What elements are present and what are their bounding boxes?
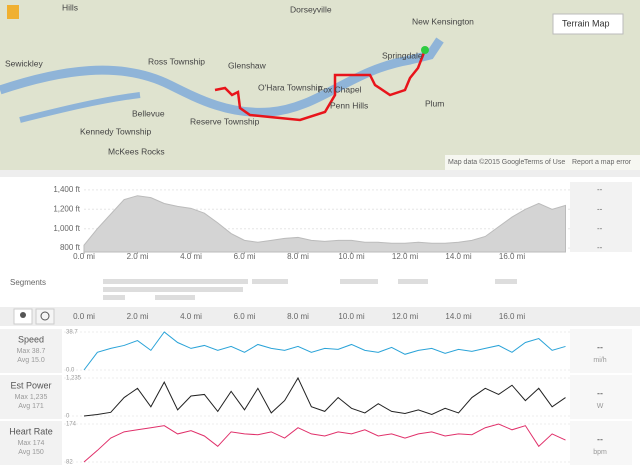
y-tick-label: 0.0 [66,368,75,374]
stream-line [83,376,566,417]
x-tick-label: 6.0 mi [234,252,256,261]
pin-icon [20,312,26,318]
place-label: Springdale [382,50,423,60]
stream-avg: Avg 15.0 [17,357,45,364]
place-label: Dorseyville [290,4,332,14]
place-label: Penn Hills [330,100,368,110]
x-tick-label: 12.0 mi [392,312,418,321]
side-value: -- [597,224,603,233]
map[interactable] [0,0,640,170]
x-tick-label: 6.0 mi [234,312,256,321]
x-tick-label: 0.0 mi [73,312,95,321]
place-label: Plum [425,98,444,108]
stream-name: Est Power [10,380,51,390]
x-tick-label: 16.0 mi [499,312,525,321]
x-tick-label: 2.0 mi [127,312,149,321]
time-toggle[interactable] [35,308,55,325]
place-label: Fox Chapel [318,84,362,94]
x-tick-label: 0.0 mi [73,252,95,261]
chart-label-bg [0,329,62,373]
y-tick-label: 1,200 ft [53,204,80,213]
y-tick-label: 82 [66,460,73,466]
stream-max: Max 1,235 [15,394,48,401]
y-tick-label: 38.7 [66,330,78,336]
x-tick-label: 8.0 mi [287,312,309,321]
stream-unit: mi/h [593,357,606,364]
terrain-map-button[interactable] [552,13,624,35]
stream-current: -- [597,388,603,398]
side-value: -- [597,243,603,252]
chart-label-bg [0,375,62,419]
place-label: Kennedy Township [80,126,151,136]
stream-unit: W [597,403,604,410]
stream-current: -- [597,342,603,352]
stream-current: -- [597,434,603,444]
chart-label-bg [0,421,62,465]
place-label: Glenshaw [228,60,267,70]
stream-avg: Avg 150 [18,449,44,456]
streams-toolbar [0,307,640,326]
side-value: -- [597,185,603,194]
x-tick-label: 8.0 mi [287,252,309,261]
place-label: Reserve Township [190,116,260,126]
button-label: Terrain Map [562,18,610,28]
stream-line [83,423,566,463]
segments-label: Segments [10,278,46,287]
x-tick-label: 14.0 mi [445,312,471,321]
elevation-area [83,195,566,253]
y-tick-label: 1,400 ft [53,185,80,194]
place-label: New Kensington [412,16,474,26]
divider [0,170,640,177]
attribution-bar [445,155,640,170]
start-marker [421,46,429,54]
x-tick-label: 4.0 mi [180,252,202,261]
river [19,92,141,123]
route [214,49,427,122]
side-panel [570,182,632,252]
stream-avg: Avg 171 [18,403,44,410]
stream-name: Heart Rate [9,426,53,436]
place-label: Hills [62,2,78,12]
chart-side-bg [570,329,632,373]
clock-icon [40,311,50,321]
place-label: Ross Township [148,56,205,66]
y-tick-label: 174 [66,422,77,428]
pegman[interactable] [7,5,19,19]
y-tick-label: 0 [66,414,70,420]
stream-max: Max 174 [18,440,45,447]
x-tick-label: 10.0 mi [338,312,364,321]
y-tick-label: 800 ft [60,243,81,252]
attribution: Map data ©2015 Google [448,158,524,166]
x-tick-label: 4.0 mi [180,312,202,321]
side-value: -- [597,204,603,213]
place-label: McKees Rocks [108,146,165,156]
x-tick-label: 2.0 mi [127,252,149,261]
x-tick-label: 14.0 mi [445,252,471,261]
segment-bars [103,279,517,300]
x-tick-label: 16.0 mi [499,252,525,261]
place-label: O'Hara Township [258,82,323,92]
stream-name: Speed [18,334,44,344]
river [0,37,444,117]
place-label: Bellevue [132,108,165,118]
attribution-link[interactable]: Report a map error [572,159,632,166]
stream-unit: bpm [593,449,607,456]
place-label: Sewickley [5,58,44,68]
x-tick-label: 12.0 mi [392,252,418,261]
chart-side-bg [570,375,632,419]
attribution-link[interactable]: Terms of Use [524,159,565,166]
y-tick-label: 1,235 [66,376,82,382]
y-tick-label: 1,000 ft [53,224,80,233]
chart-side-bg [570,421,632,465]
stream-line [83,331,566,371]
stream-max: Max 38.7 [17,348,46,355]
x-tick-label: 10.0 mi [338,252,364,261]
